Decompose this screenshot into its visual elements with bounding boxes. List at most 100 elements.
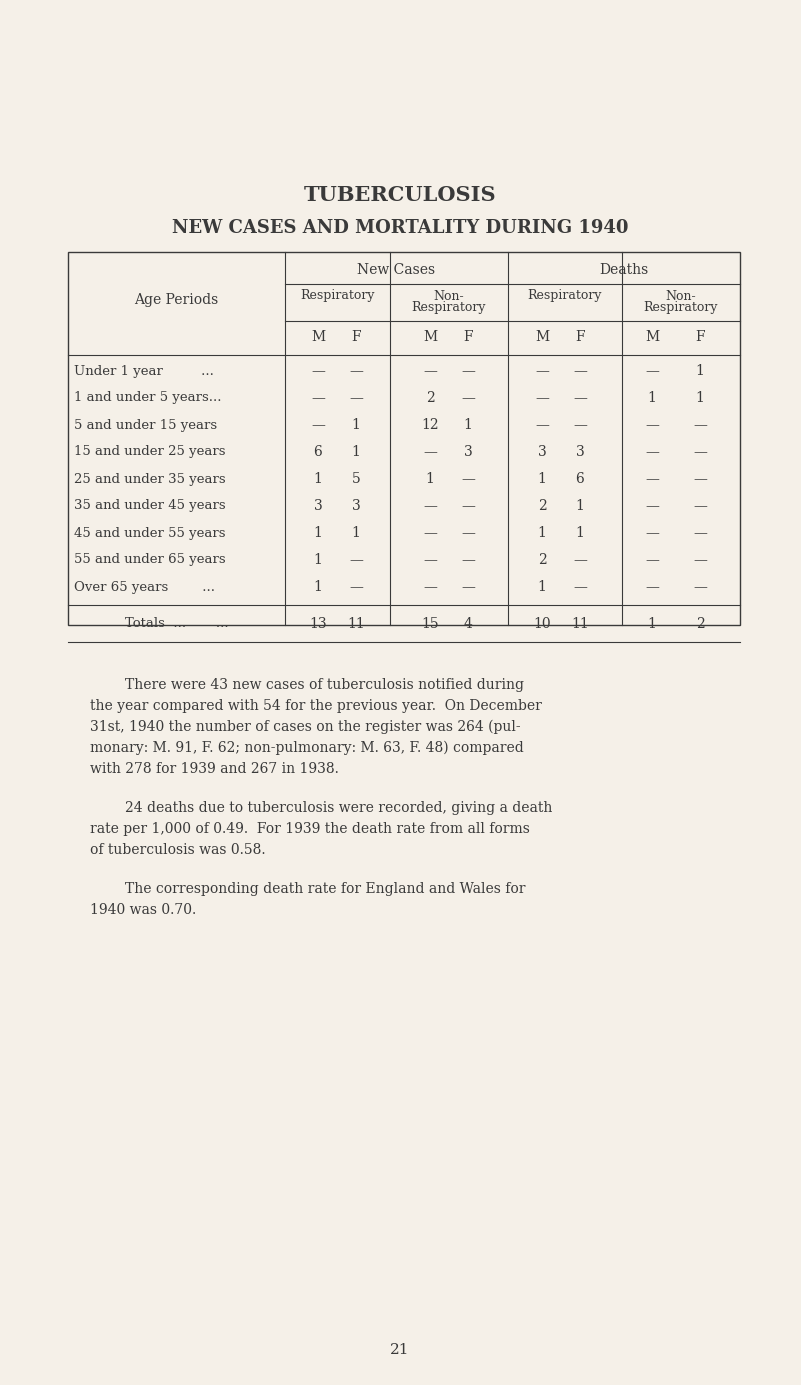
- Text: 1: 1: [425, 472, 434, 486]
- Text: Over 65 years        ...: Over 65 years ...: [74, 580, 215, 594]
- Text: —: —: [693, 472, 707, 486]
- Text: Non-: Non-: [433, 289, 465, 302]
- Text: —: —: [693, 526, 707, 540]
- Text: 4: 4: [464, 616, 473, 630]
- Text: —: —: [693, 499, 707, 512]
- Text: F: F: [351, 330, 360, 343]
- Text: —: —: [423, 580, 437, 594]
- Text: TUBERCULOSIS: TUBERCULOSIS: [304, 186, 497, 205]
- Text: 1: 1: [695, 364, 704, 378]
- Text: Non-: Non-: [666, 289, 696, 302]
- Text: —: —: [349, 364, 363, 378]
- Text: M: M: [535, 330, 549, 343]
- Text: —: —: [693, 418, 707, 432]
- Text: 3: 3: [314, 499, 322, 512]
- Text: F: F: [463, 330, 473, 343]
- Text: 1: 1: [576, 499, 585, 512]
- Text: 3: 3: [352, 499, 360, 512]
- Text: —: —: [423, 553, 437, 566]
- Text: 3: 3: [537, 445, 546, 458]
- Text: —: —: [645, 580, 659, 594]
- Text: —: —: [461, 499, 475, 512]
- Text: —: —: [645, 526, 659, 540]
- Text: 15: 15: [421, 616, 439, 630]
- Text: 1: 1: [576, 526, 585, 540]
- Text: 2: 2: [695, 616, 704, 630]
- Text: —: —: [645, 472, 659, 486]
- Text: F: F: [575, 330, 585, 343]
- Bar: [68, 252, 740, 625]
- Text: —: —: [573, 364, 587, 378]
- Text: M: M: [311, 330, 325, 343]
- Text: 2: 2: [537, 553, 546, 566]
- Text: 5: 5: [352, 472, 360, 486]
- Text: —: —: [423, 526, 437, 540]
- Text: —: —: [461, 472, 475, 486]
- Text: —: —: [461, 553, 475, 566]
- Text: NEW CASES AND MORTALITY DURING 1940: NEW CASES AND MORTALITY DURING 1940: [171, 219, 628, 237]
- Text: —: —: [645, 553, 659, 566]
- Text: M: M: [645, 330, 659, 343]
- Text: 3: 3: [576, 445, 585, 458]
- Text: 1: 1: [313, 580, 323, 594]
- Text: New Cases: New Cases: [357, 263, 436, 277]
- Text: —: —: [573, 580, 587, 594]
- Text: —: —: [535, 391, 549, 404]
- Text: F: F: [695, 330, 705, 343]
- Text: 31st, 1940 the number of cases on the register was 264 (pul-: 31st, 1940 the number of cases on the re…: [90, 720, 521, 734]
- Text: 1: 1: [647, 616, 657, 630]
- Text: 1: 1: [352, 445, 360, 458]
- Text: 2: 2: [425, 391, 434, 404]
- Text: 45 and under 55 years: 45 and under 55 years: [74, 526, 226, 540]
- Text: Deaths: Deaths: [599, 263, 649, 277]
- Text: 3: 3: [464, 445, 473, 458]
- Text: —: —: [693, 553, 707, 566]
- Text: 1: 1: [695, 391, 704, 404]
- Text: —: —: [573, 391, 587, 404]
- Text: —: —: [311, 364, 325, 378]
- Text: 6: 6: [314, 445, 322, 458]
- Text: Respiratory: Respiratory: [300, 289, 375, 302]
- Text: 1 and under 5 years...: 1 and under 5 years...: [74, 392, 222, 404]
- Text: 25 and under 35 years: 25 and under 35 years: [74, 472, 226, 486]
- Text: 1: 1: [537, 580, 546, 594]
- Text: —: —: [573, 418, 587, 432]
- Text: The corresponding death rate for England and Wales for: The corresponding death rate for England…: [90, 882, 525, 896]
- Text: 21: 21: [390, 1343, 410, 1357]
- Text: —: —: [311, 391, 325, 404]
- Text: 11: 11: [347, 616, 365, 630]
- Text: —: —: [573, 553, 587, 566]
- Text: —: —: [461, 526, 475, 540]
- Text: 2: 2: [537, 499, 546, 512]
- Text: Respiratory: Respiratory: [528, 289, 602, 302]
- Text: 1: 1: [352, 418, 360, 432]
- Text: Totals  ...       ...: Totals ... ...: [125, 616, 228, 630]
- Text: monary: M. 91, F. 62; non-pulmonary: M. 63, F. 48) compared: monary: M. 91, F. 62; non-pulmonary: M. …: [90, 741, 524, 755]
- Text: Age Periods: Age Periods: [135, 294, 219, 307]
- Text: —: —: [645, 364, 659, 378]
- Text: 1: 1: [313, 526, 323, 540]
- Text: —: —: [423, 499, 437, 512]
- Text: 1: 1: [537, 472, 546, 486]
- Text: —: —: [693, 580, 707, 594]
- Text: 1: 1: [647, 391, 657, 404]
- Text: —: —: [693, 445, 707, 458]
- Text: with 278 for 1939 and 267 in 1938.: with 278 for 1939 and 267 in 1938.: [90, 762, 339, 776]
- Text: of tuberculosis was 0.58.: of tuberculosis was 0.58.: [90, 843, 266, 857]
- Text: 55 and under 65 years: 55 and under 65 years: [74, 554, 226, 566]
- Text: 1: 1: [313, 472, 323, 486]
- Text: 15 and under 25 years: 15 and under 25 years: [74, 446, 226, 458]
- Text: Respiratory: Respiratory: [644, 302, 718, 314]
- Text: 11: 11: [571, 616, 589, 630]
- Text: 35 and under 45 years: 35 and under 45 years: [74, 500, 226, 512]
- Text: —: —: [645, 499, 659, 512]
- Text: 12: 12: [421, 418, 439, 432]
- Text: 5 and under 15 years: 5 and under 15 years: [74, 418, 217, 432]
- Text: rate per 1,000 of 0.49.  For 1939 the death rate from all forms: rate per 1,000 of 0.49. For 1939 the dea…: [90, 823, 530, 837]
- Text: —: —: [349, 553, 363, 566]
- Text: M: M: [423, 330, 437, 343]
- Text: 24 deaths due to tuberculosis were recorded, giving a death: 24 deaths due to tuberculosis were recor…: [90, 801, 553, 814]
- Text: —: —: [423, 445, 437, 458]
- Text: —: —: [461, 580, 475, 594]
- Text: 1940 was 0.70.: 1940 was 0.70.: [90, 903, 196, 917]
